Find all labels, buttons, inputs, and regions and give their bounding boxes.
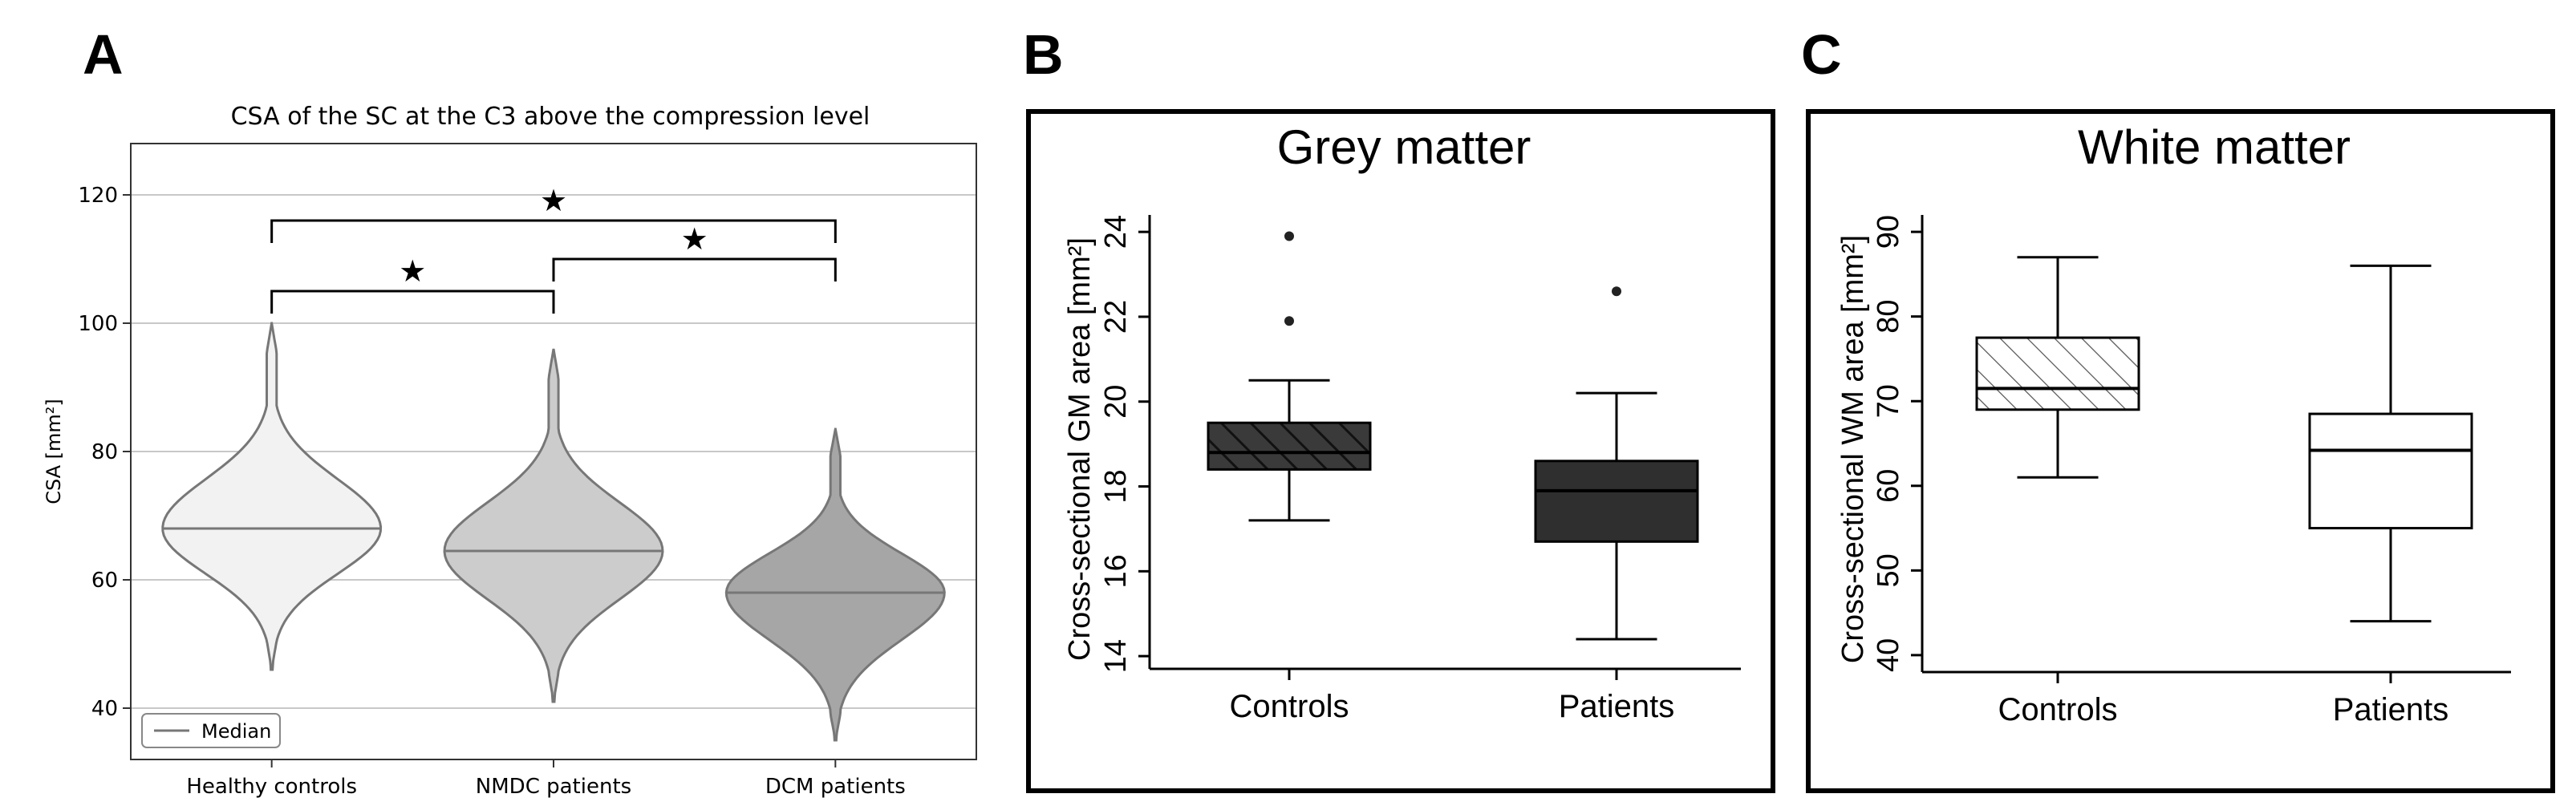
- x-tick-label: Controls: [1230, 689, 1349, 724]
- panel-letter-a: A: [83, 23, 124, 86]
- y-tick-label: 60: [1872, 469, 1905, 503]
- violin-nmdc-patients: [443, 348, 664, 703]
- x-tick-label: DCM patients: [765, 775, 906, 799]
- panel-letter-b: B: [1023, 23, 1064, 86]
- box-patients: [1534, 460, 1699, 543]
- boxes: [1207, 231, 1699, 641]
- axes: 40 50 60 70 80 90 Controls Patients: [1872, 215, 2511, 727]
- panel-c-frame: [1806, 109, 2555, 793]
- violin-dcm-patients: [724, 427, 946, 742]
- boxes: [1975, 256, 2473, 623]
- axes: 14 16 18 20 22 24 Controls Patients: [1099, 215, 1741, 724]
- x-tick-label: Healthy controls: [186, 775, 357, 799]
- significance-bracket: [270, 290, 555, 314]
- outlier-point: [1284, 231, 1294, 241]
- chart-b-title: Grey matter: [1277, 120, 1531, 174]
- y-tick-label: 120: [78, 184, 118, 208]
- y-axis-label: CSA [mm²]: [43, 399, 65, 504]
- outlier-point: [1612, 286, 1621, 297]
- box-patients: [2308, 412, 2473, 530]
- x-tick-label: Controls: [1998, 692, 2118, 727]
- y-tick-label: 90: [1872, 215, 1905, 249]
- significance-brackets: ★ ★ ★: [270, 183, 837, 314]
- significance-bracket: [552, 257, 837, 281]
- violin-chart: CSA of the SC at the C3 above the compre…: [43, 103, 977, 799]
- y-tick-label: 18: [1099, 469, 1133, 503]
- significance-star: ★: [399, 253, 426, 289]
- chart-c-title: White matter: [2078, 120, 2351, 174]
- legend-label-median: Median: [201, 720, 271, 743]
- box-controls: [1975, 336, 2140, 411]
- significance-bracket: [270, 219, 837, 243]
- y-tick-label: 40: [1872, 638, 1905, 672]
- y-tick-label: 80: [91, 440, 118, 464]
- violin-healthy-controls: [161, 322, 383, 671]
- y-tick-label: 22: [1099, 300, 1133, 334]
- x-tick-label: Patients: [1559, 689, 1675, 724]
- y-tick-label: 100: [78, 312, 118, 336]
- y-tick-label: 14: [1099, 639, 1133, 673]
- x-axis-ticks: Healthy controls NMDC patients DCM patient…: [186, 759, 906, 799]
- chart-a-title: CSA of the SC at the C3 above the compre…: [231, 103, 870, 131]
- y-tick-label: 60: [91, 569, 118, 593]
- significance-star: ★: [540, 183, 567, 218]
- y-axis-ticks: 40 60 80 100 120: [78, 184, 131, 721]
- significance-star: ★: [681, 221, 708, 257]
- box-controls: [1207, 421, 1372, 471]
- y-tick-label: 40: [91, 697, 118, 721]
- legend-box: [141, 713, 281, 748]
- x-tick-label: NMDC patients: [476, 775, 631, 799]
- y-tick-label: 20: [1099, 385, 1133, 419]
- white-matter-boxplot: White matter 40 50 60 70 80 90 Controls Patient…: [1806, 109, 2555, 793]
- y-tick-label: 70: [1872, 384, 1905, 418]
- y-tick-label: 50: [1872, 553, 1905, 587]
- legend: Median: [141, 713, 281, 748]
- panel-b-frame: [1026, 109, 1775, 793]
- x-tick-label: Patients: [2333, 692, 2449, 727]
- outlier-point: [1284, 316, 1294, 326]
- grey-matter-boxplot: Grey matter 14 16 18 20 22 24 Controls Patients…: [1026, 109, 1775, 793]
- y-axis-label: Cross-sectional WM area [mm²]: [1836, 235, 1870, 663]
- y-axis-label: Cross-sectional GM area [mm²]: [1063, 237, 1097, 661]
- y-tick-label: 80: [1872, 300, 1905, 334]
- y-tick-label: 24: [1099, 215, 1133, 249]
- violins: [161, 322, 946, 742]
- panel-letter-c: C: [1801, 23, 1842, 86]
- y-tick-label: 16: [1099, 554, 1133, 588]
